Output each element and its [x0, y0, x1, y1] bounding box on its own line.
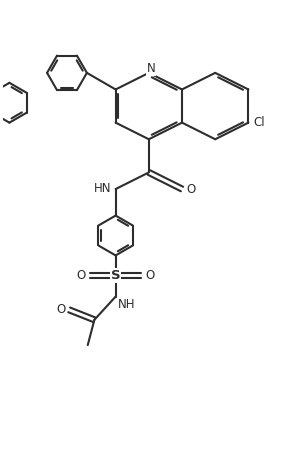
Text: O: O	[187, 183, 196, 195]
Text: NH: NH	[118, 298, 136, 311]
Text: HN: HN	[93, 182, 111, 195]
Text: S: S	[111, 269, 120, 282]
Text: Cl: Cl	[254, 116, 265, 129]
Text: N: N	[146, 62, 155, 75]
Text: O: O	[77, 269, 86, 282]
Text: O: O	[56, 303, 65, 317]
Text: O: O	[146, 269, 155, 282]
